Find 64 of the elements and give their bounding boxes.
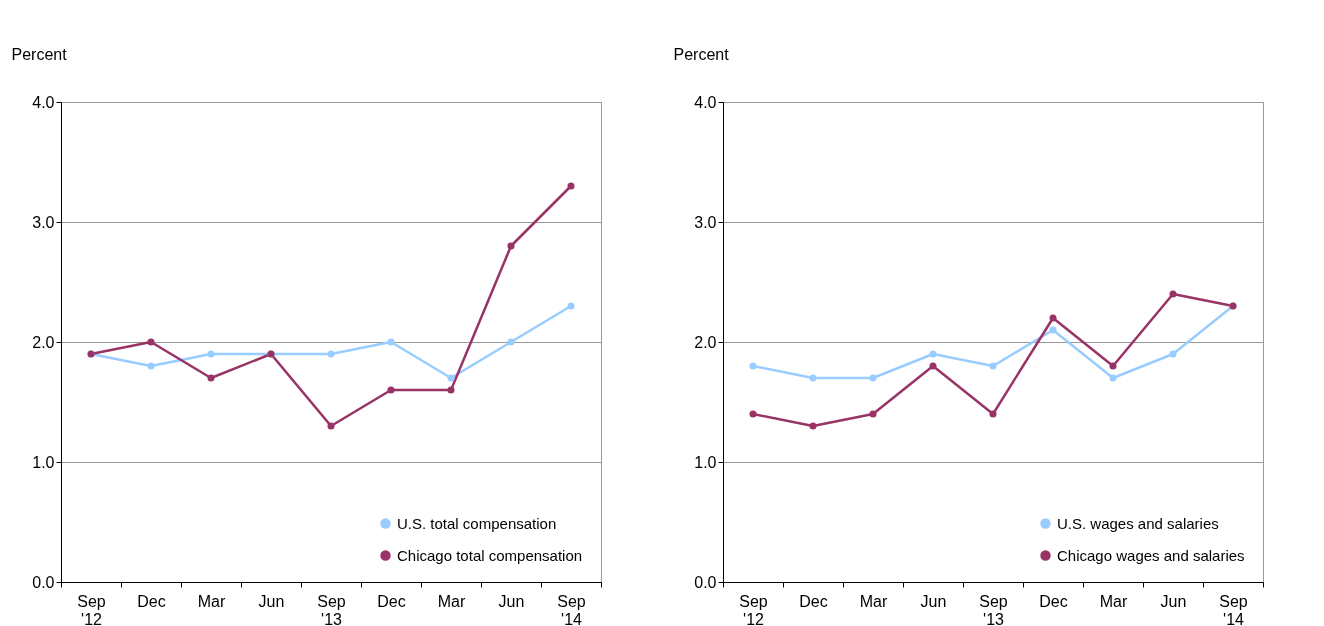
point [1169, 290, 1177, 298]
x-tick-label: Mar [859, 592, 888, 610]
x-tick-label: Mar [1099, 592, 1128, 610]
y-tick-label: 4.0 [32, 93, 55, 111]
y-tick-label: 1.0 [694, 453, 717, 471]
y-tick-label: 0.0 [32, 573, 55, 591]
point [809, 374, 817, 382]
legend-label: U.S. total compensation [397, 514, 557, 532]
y-axis-title: Percent [673, 45, 730, 63]
x-tick-label: Sep '14 [1219, 592, 1248, 626]
x-tick-label: Mar [437, 592, 466, 610]
point [507, 338, 515, 346]
y-tick-label: 2.0 [694, 333, 717, 351]
point [989, 362, 997, 370]
legend-label: Chicago total compensation [397, 546, 583, 564]
point [749, 410, 757, 418]
x-tick-label: Dec [377, 592, 406, 610]
x-tick-label: Sep '12 [739, 592, 768, 626]
point [809, 422, 817, 430]
x-tick-label: Dec [137, 592, 166, 610]
x-tick-label: Dec [1039, 592, 1068, 610]
y-tick-label: 4.0 [694, 93, 717, 111]
point [567, 302, 575, 310]
point [327, 422, 335, 430]
x-tick-label: Sep '13 [979, 592, 1008, 626]
point [1169, 350, 1177, 358]
point [387, 338, 395, 346]
y-tick-label: 1.0 [32, 453, 55, 471]
point [567, 182, 575, 190]
point [869, 410, 877, 418]
point [1109, 362, 1117, 370]
y-tick-label: 3.0 [32, 213, 55, 231]
x-tick-label: Jun [920, 592, 947, 610]
x-tick-label: Jun [258, 592, 285, 610]
point [147, 338, 155, 346]
point [1049, 314, 1057, 322]
point [989, 410, 997, 418]
x-tick-label: Jun [498, 592, 525, 610]
point [207, 374, 215, 382]
point [147, 362, 155, 370]
point [869, 374, 877, 382]
point [929, 350, 937, 358]
point [1049, 326, 1057, 334]
point [447, 386, 455, 394]
point [207, 350, 215, 358]
x-tick-label: Mar [197, 592, 226, 610]
x-tick-label: Jun [1160, 592, 1187, 610]
y-tick-label: 2.0 [32, 333, 55, 351]
point [387, 386, 395, 394]
y-tick-label: 3.0 [694, 213, 717, 231]
x-tick-label: Dec [799, 592, 828, 610]
point [1109, 374, 1117, 382]
x-tick-label: Sep '12 [77, 592, 106, 626]
x-tick-label: Sep '14 [557, 592, 586, 626]
legend-label: U.S. wages and salaries [1057, 514, 1219, 532]
point [327, 350, 335, 358]
legend-label: Chicago wages and salaries [1057, 546, 1245, 564]
y-tick-label: 0.0 [694, 573, 717, 591]
x-tick-label: Sep '13 [317, 592, 346, 626]
point [447, 374, 455, 382]
y-axis-title: Percent [11, 45, 68, 63]
point [749, 362, 757, 370]
point [507, 242, 515, 250]
point [929, 362, 937, 370]
